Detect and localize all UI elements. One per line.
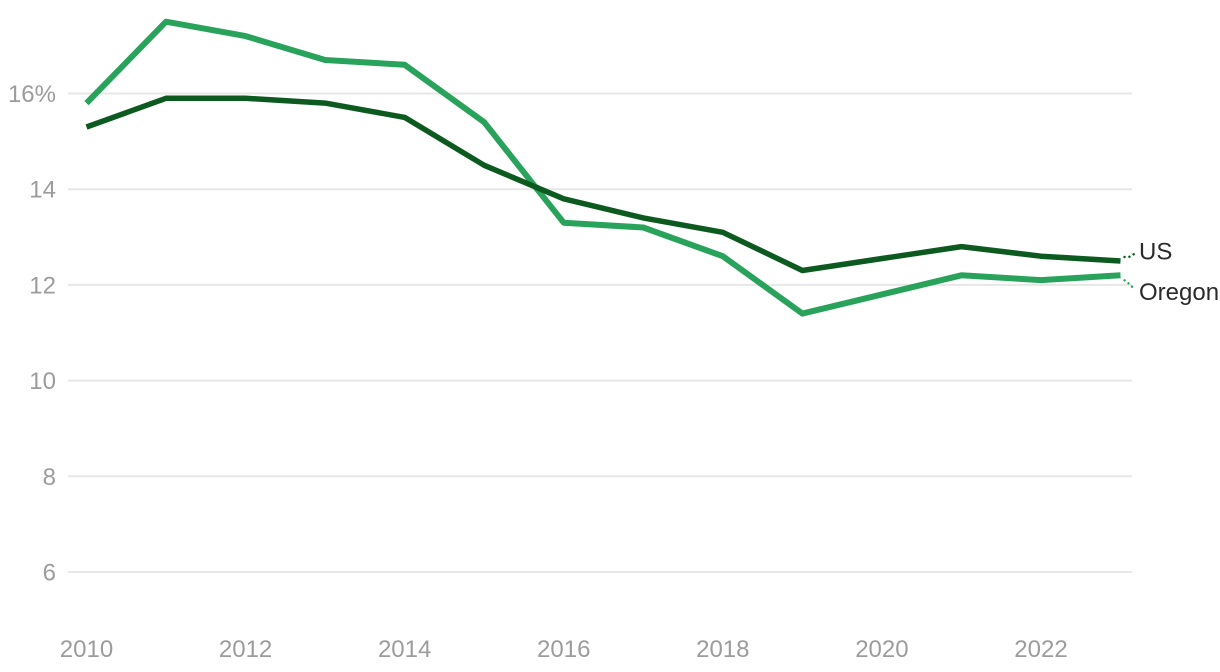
y-axis-tick-label: 12 bbox=[29, 272, 56, 299]
y-axis-tick-label: 14 bbox=[29, 177, 56, 204]
series-line-us bbox=[85, 95, 1121, 274]
leader-dots-us bbox=[1123, 251, 1137, 259]
x-axis-tick-label: 2020 bbox=[855, 636, 908, 663]
y-axis-tick-label: 10 bbox=[29, 368, 56, 395]
x-axis-tick-label: 2022 bbox=[1014, 636, 1067, 663]
x-axis-tick-label: 2014 bbox=[378, 636, 431, 663]
series-label-oregon: Oregon bbox=[1139, 279, 1219, 306]
x-axis-tick-label: 2016 bbox=[537, 636, 590, 663]
series-label-us: US bbox=[1139, 238, 1172, 265]
y-axis-tick-label: 16% bbox=[8, 81, 56, 108]
y-axis-tick-label: 8 bbox=[43, 464, 56, 491]
y-axis-tick-label: 6 bbox=[43, 560, 56, 587]
x-axis-tick-label: 2018 bbox=[696, 636, 749, 663]
leader-dots-oregon bbox=[1123, 279, 1137, 292]
x-axis-tick-label: 2010 bbox=[60, 636, 113, 663]
x-axis-tick-label: 2012 bbox=[219, 636, 272, 663]
series-line-oregon bbox=[84, 18, 1121, 317]
